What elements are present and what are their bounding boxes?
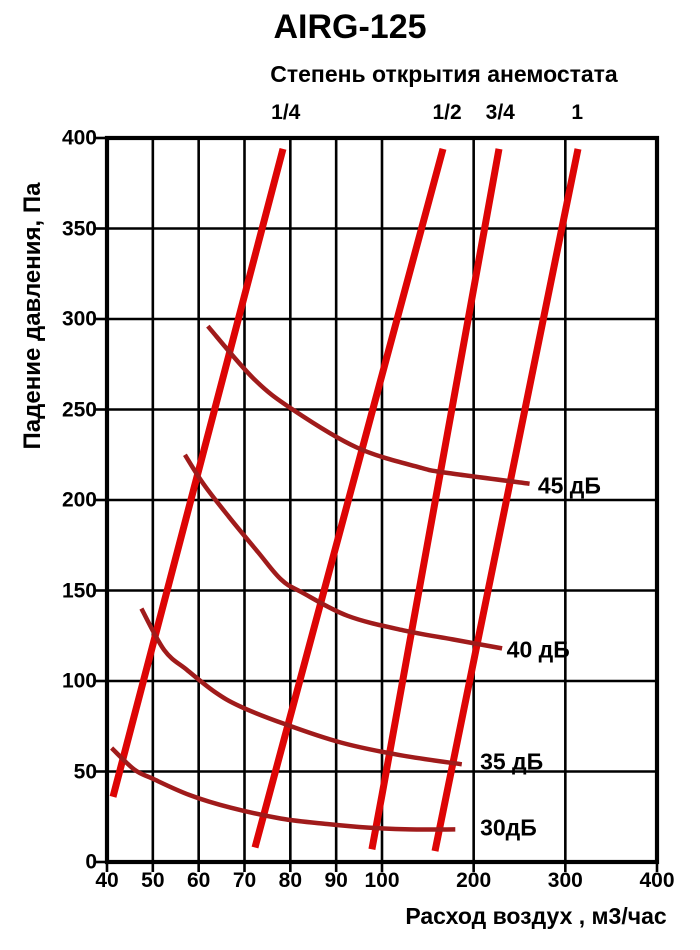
y-tick-label-300: 300 [61,307,97,331]
x-tick-label-90: 90 [324,869,348,892]
y-tick-label-200: 200 [61,488,97,512]
curve-noise-45db [206,324,530,486]
y-tick-label-0: 0 [85,850,97,874]
curve-label-noise-30db: 30дБ [480,814,537,841]
y-tick-label-250: 250 [61,398,97,421]
x-tick-label-300: 300 [547,869,583,892]
x-tick-label-100: 100 [364,869,400,892]
curve-label-noise-40db: 40 дБ [506,636,570,663]
y-tick-label-100: 100 [61,669,97,693]
chart-title: AIRG-125 [273,8,427,46]
top-axis-title: Степень открытия анемостата [270,61,618,87]
top-axis-tick-3/4: 3/4 [485,101,515,124]
curve-opening-1-2 [251,147,447,849]
plot-border [104,135,660,865]
y-tick-label-50: 50 [73,760,97,783]
x-axis-title: Расход воздух , м3/час [405,903,667,929]
top-axis-tick-1/2: 1/2 [432,101,462,124]
x-tick-label-40: 40 [95,869,119,892]
x-tick-label-60: 60 [186,869,211,892]
y-tick-label-150: 150 [61,579,97,602]
top-axis-tick-1: 1 [571,101,584,124]
curve-label-noise-45db: 45 дБ [537,472,601,499]
top-axis-tick-1/4: 1/4 [271,101,301,124]
x-tick-label-80: 80 [278,869,303,892]
x-tick-label-400: 400 [639,869,675,892]
y-tick-label-350: 350 [61,217,97,240]
curve-opening-1 [431,148,582,852]
curve-noise-35db [139,607,463,767]
curve-opening-3-4 [368,148,503,850]
curve-noise-30db [110,746,456,832]
x-tick-label-200: 200 [456,869,492,892]
x-tick-label-70: 70 [232,869,257,892]
y-tick-label-400: 400 [61,126,97,150]
x-tick-label-50: 50 [141,869,165,892]
curve-label-noise-35db: 35 дБ [480,748,544,775]
curve-noise-40db [183,453,503,651]
